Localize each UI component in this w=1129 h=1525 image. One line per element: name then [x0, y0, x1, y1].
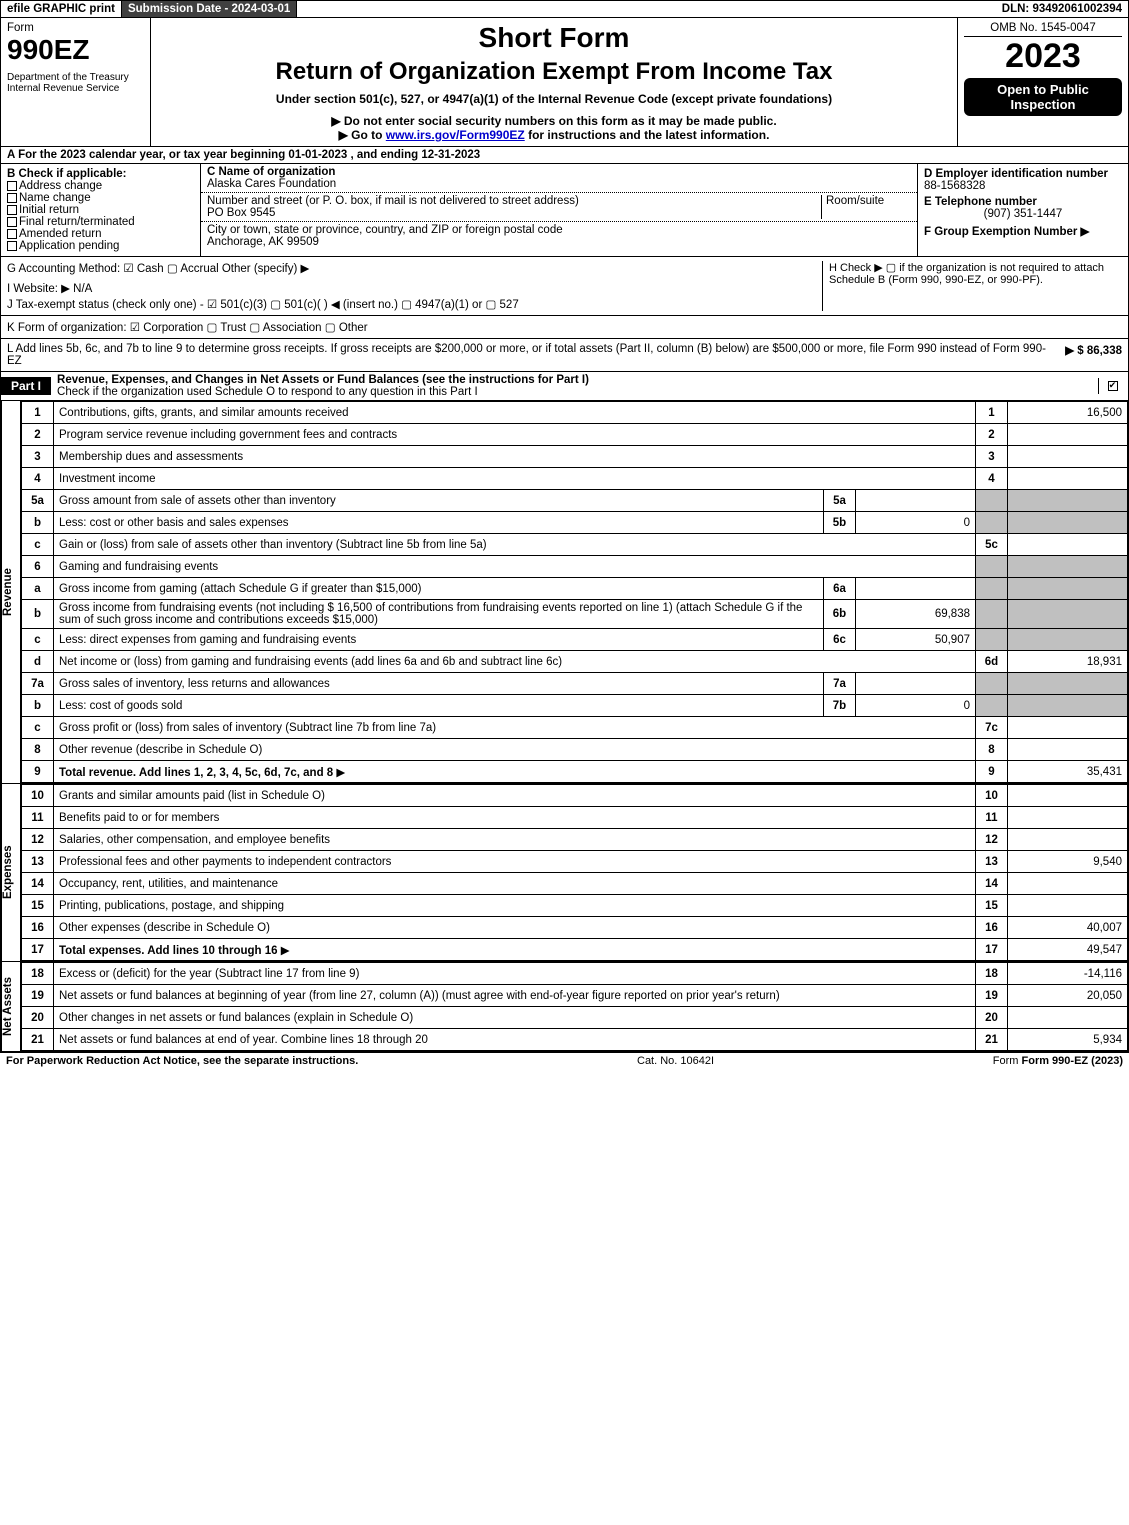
chk-final-return[interactable]: Final return/terminated	[7, 216, 194, 228]
f-group-exemption: F Group Exemption Number ▶	[924, 224, 1122, 238]
d-ein-label: D Employer identification number	[924, 168, 1122, 180]
expenses-tab: Expenses	[1, 784, 21, 961]
omb-number: OMB No. 1545-0047	[964, 22, 1122, 37]
section-b-label: B Check if applicable:	[7, 168, 194, 180]
line-h-schedule-b: H Check ▶ ▢ if the organization is not r…	[822, 261, 1122, 311]
revenue-tab: Revenue	[1, 401, 21, 783]
net-assets-tab: Net Assets	[1, 962, 21, 1051]
part-i-header: Part I Revenue, Expenses, and Changes in…	[0, 372, 1129, 401]
dln: DLN: 93492061002394	[996, 1, 1128, 17]
chk-amended-return[interactable]: Amended return	[7, 228, 194, 240]
paperwork-notice: For Paperwork Reduction Act Notice, see …	[6, 1055, 358, 1067]
org-name: Alaska Cares Foundation	[207, 178, 336, 190]
expenses-block: Expenses 10Grants and similar amounts pa…	[0, 784, 1129, 962]
form-id-cell: Form 990EZ Department of the Treasury In…	[1, 18, 151, 146]
section-def: D Employer identification number 88-1568…	[918, 164, 1128, 256]
open-public-inspection: Open to Public Inspection	[964, 78, 1122, 116]
tax-year: 2023	[964, 37, 1122, 76]
form-header: Form 990EZ Department of the Treasury In…	[0, 18, 1129, 147]
amt-6c: 50,907	[856, 629, 976, 651]
amt-5b: 0	[856, 512, 976, 534]
net-assets-block: Net Assets 18Excess or (deficit) for the…	[0, 962, 1129, 1052]
ein-value: 88-1568328	[924, 180, 1122, 192]
e-phone-label: E Telephone number	[924, 196, 1122, 208]
expenses-table: 10Grants and similar amounts paid (list …	[21, 784, 1128, 961]
top-bar: efile GRAPHIC print Submission Date - 20…	[0, 0, 1129, 18]
phone-value: (907) 351-1447	[924, 208, 1122, 220]
amt-19: 20,050	[1008, 985, 1128, 1007]
amt-6b: 69,838	[856, 600, 976, 629]
line-j-tax-exempt: J Tax-exempt status (check only one) - ☑…	[7, 297, 822, 311]
line-l-amount: ▶ $ 86,338	[1057, 343, 1122, 367]
street-label: Number and street (or P. O. box, if mail…	[207, 195, 579, 207]
submission-date: Submission Date - 2024-03-01	[122, 1, 297, 17]
page-footer: For Paperwork Reduction Act Notice, see …	[0, 1052, 1129, 1069]
form-ref: Form Form 990-EZ (2023)	[993, 1055, 1123, 1067]
amt-21: 5,934	[1008, 1029, 1128, 1051]
part-i-check-text: Check if the organization used Schedule …	[57, 386, 478, 398]
c-name-label: C Name of organization	[207, 166, 335, 178]
ssn-warning: ▶ Do not enter social security numbers o…	[157, 114, 951, 128]
irs-link[interactable]: www.irs.gov/Form990EZ	[386, 128, 525, 142]
efile-print[interactable]: efile GRAPHIC print	[1, 1, 122, 17]
line-l: L Add lines 5b, 6c, and 7b to line 9 to …	[0, 339, 1129, 372]
city-label: City or town, state or province, country…	[207, 224, 563, 236]
city-value: Anchorage, AK 99509	[207, 236, 319, 248]
line-i-website: I Website: ▶ N/A	[7, 281, 822, 295]
amt-6d: 18,931	[1008, 651, 1128, 673]
line-l-text: L Add lines 5b, 6c, and 7b to line 9 to …	[7, 343, 1057, 367]
chk-name-change[interactable]: Name change	[7, 192, 194, 204]
amt-9-total-revenue: 35,431	[1008, 761, 1128, 783]
goto-link[interactable]: ▶ Go to www.irs.gov/Form990EZ for instru…	[157, 128, 951, 142]
dept-treasury: Department of the Treasury Internal Reve…	[7, 72, 144, 94]
chk-address-change[interactable]: Address change	[7, 180, 194, 192]
amt-13: 9,540	[1008, 851, 1128, 873]
right-header-cell: OMB No. 1545-0047 2023 Open to Public In…	[958, 18, 1128, 146]
form-number: 990EZ	[7, 34, 144, 66]
form-word: Form	[7, 22, 144, 34]
line-g-accounting: G Accounting Method: ☑ Cash ▢ Accrual Ot…	[7, 261, 822, 275]
cat-number: Cat. No. 10642I	[637, 1055, 714, 1067]
title-cell: Short Form Return of Organization Exempt…	[151, 18, 958, 146]
net-assets-table: 18Excess or (deficit) for the year (Subt…	[21, 962, 1128, 1051]
room-label: Room/suite	[826, 195, 884, 207]
revenue-block: Revenue 1Contributions, gifts, grants, a…	[0, 401, 1129, 784]
street-value: PO Box 9545	[207, 207, 275, 219]
line-k-form-of-org: K Form of organization: ☑ Corporation ▢ …	[0, 316, 1129, 339]
line-a-tax-year: A For the 2023 calendar year, or tax yea…	[0, 147, 1129, 164]
amt-16: 40,007	[1008, 917, 1128, 939]
part-i-checkbox[interactable]	[1098, 378, 1128, 394]
amt-18: -14,116	[1008, 963, 1128, 985]
return-title: Return of Organization Exempt From Incom…	[157, 58, 951, 86]
part-i-label: Part I	[1, 377, 51, 395]
org-info-grid: B Check if applicable: Address change Na…	[0, 164, 1129, 257]
amt-line-1: 16,500	[1008, 402, 1128, 424]
revenue-table: 1Contributions, gifts, grants, and simil…	[21, 401, 1128, 783]
subtitle: Under section 501(c), 527, or 4947(a)(1)…	[157, 92, 951, 106]
section-b: B Check if applicable: Address change Na…	[1, 164, 201, 256]
short-form-title: Short Form	[157, 22, 951, 54]
chk-application-pending[interactable]: Application pending	[7, 240, 194, 252]
chk-initial-return[interactable]: Initial return	[7, 204, 194, 216]
line-g-h: G Accounting Method: ☑ Cash ▢ Accrual Ot…	[0, 257, 1129, 316]
section-c: C Name of organization Alaska Cares Foun…	[201, 164, 918, 256]
part-i-title: Revenue, Expenses, and Changes in Net As…	[57, 374, 589, 386]
amt-17-total-expenses: 49,547	[1008, 939, 1128, 961]
amt-7b: 0	[856, 695, 976, 717]
